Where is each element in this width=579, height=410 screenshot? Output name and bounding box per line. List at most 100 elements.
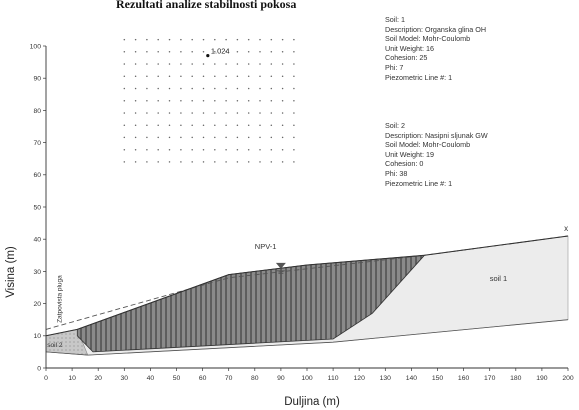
bedrock-line [45,319,569,356]
grid-point [270,148,273,151]
grid-point [214,148,216,151]
grid-point [281,112,284,114]
grid-point [134,148,137,151]
grid-point [259,63,261,65]
grid-point [168,99,171,102]
grid-point [236,51,239,53]
x-tick-label: 110 [328,375,339,382]
grid-point [123,161,126,163]
grid-point [281,75,284,78]
soil-2-legend: Soil: 2 Description: Nasipni sljunak GW … [385,121,488,188]
grid-point [202,124,205,126]
grid-point [202,148,205,151]
grid-point [168,38,171,41]
grid-point [270,99,273,102]
grid-point [123,87,126,90]
grid-point [293,112,295,114]
grid-point [225,87,227,90]
critical-slip-center: 1.024 [206,47,230,58]
x-tick-label: 10 [68,375,76,382]
grid-point [281,38,284,41]
grid-point [123,112,126,114]
grid-point [214,161,216,163]
grid-point [259,161,261,163]
grid-point [168,63,171,65]
grid-point [146,63,148,65]
grid-point [202,161,205,163]
x-tick-label: 0 [44,375,48,382]
grid-point [236,63,239,65]
grid-point [180,99,182,102]
y-tick-label: 60 [33,172,41,179]
grid-point [293,161,295,163]
y-tick-label: 30 [33,269,41,276]
grid-point [281,51,284,53]
x-tick-label: 120 [354,375,366,382]
y-tick-label: 80 [33,108,41,115]
grid-point [191,148,193,151]
y-tick-label: 0 [37,365,41,372]
grid-point [168,75,171,78]
grid-point [146,99,148,102]
grid-point [270,161,273,163]
grid-point [202,99,205,102]
grid-point [225,148,227,151]
grid-point [191,112,193,114]
grid-point [202,112,205,114]
y-tick-label: 70 [33,140,41,147]
x-tick-label: 100 [301,375,313,382]
grid-point [180,148,182,151]
grid-point [146,112,148,114]
slip-center-grid [123,38,295,163]
grid-point [214,75,216,78]
grid-point [259,136,261,139]
soil-1-phi: Phi: 7 [385,62,404,72]
grid-point [236,112,239,114]
x-tick-label: 50 [173,375,181,382]
soil-2-cohesion: Cohesion: 0 [385,159,424,169]
boundary-label: Zatpovista pluga [57,275,64,323]
soil-2-phi: Phi: 38 [385,168,408,178]
factor-of-safety-label: 1.024 [211,47,230,56]
y-tick-label: 50 [33,204,41,211]
ground-surface-line [45,235,569,337]
grid-point [214,63,216,65]
grid-point [123,75,126,78]
grid-point [236,38,239,41]
grid-point [191,136,193,139]
grid-point [214,51,216,53]
grid-point [293,136,295,139]
x-tick-label: 80 [251,375,259,382]
grid-point [180,38,182,41]
grid-point [293,75,295,78]
grid-point [214,124,216,126]
grid-point [202,38,205,41]
grid-point [270,51,273,53]
soil-1-legend: Soil: 1 Description: Organska glina OH S… [385,15,486,82]
grid-point [123,99,126,102]
x-tick-label: 160 [458,375,470,382]
grid-point [157,112,159,114]
grid-point [180,75,182,78]
x-tick-label: 170 [484,375,496,382]
grid-point [236,136,239,139]
grid-point [259,87,261,90]
grid-point [259,99,261,102]
grid-point [157,124,159,126]
grid-point [180,63,182,65]
grid-point [225,51,227,53]
grid-point [281,87,284,90]
grid-point [236,87,239,90]
grid-point [247,87,250,90]
grid-point [270,38,273,41]
grid-point [146,148,148,151]
soil-1-title: Soil: 1 [385,15,405,24]
grid-point [202,136,205,139]
grid-point [134,161,137,163]
grid-point [281,124,284,126]
grid-point [225,112,227,114]
grid-point [281,99,284,102]
grid-point [168,112,171,114]
y-tick-label: 10 [33,333,41,340]
